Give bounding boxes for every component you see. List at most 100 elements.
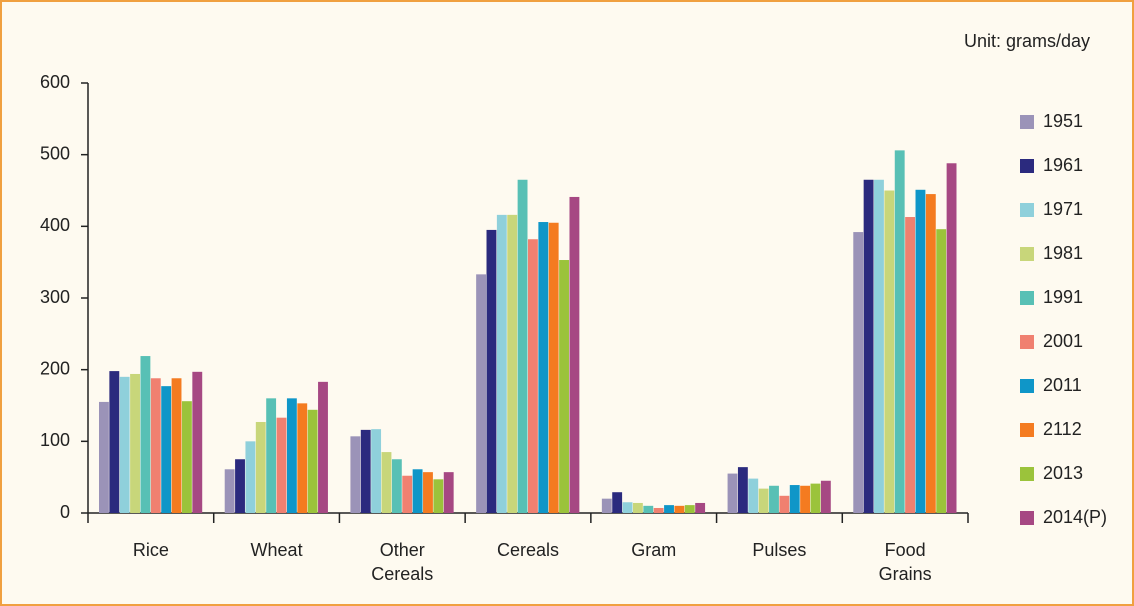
bar — [810, 483, 821, 513]
x-tick-label: Pulses — [752, 540, 807, 560]
bar — [109, 371, 120, 513]
bar — [150, 378, 161, 513]
bar — [517, 179, 528, 513]
y-tick-label: 300 — [40, 287, 70, 307]
bar — [538, 222, 549, 514]
bar — [874, 179, 884, 513]
legend-label: 2001 — [1043, 331, 1083, 351]
bar — [863, 179, 874, 513]
y-tick-label: 500 — [40, 143, 70, 163]
bar — [789, 485, 800, 513]
bar — [601, 498, 612, 513]
bar — [255, 421, 266, 513]
legend-label: 1971 — [1043, 199, 1083, 219]
legend-label: 1991 — [1043, 287, 1083, 307]
bar — [548, 222, 559, 513]
bar — [171, 378, 182, 513]
bar — [612, 492, 623, 513]
y-tick-label: 100 — [40, 430, 70, 450]
legend-label: 2013 — [1043, 463, 1083, 483]
bar — [853, 232, 864, 514]
bar — [737, 467, 748, 513]
bar — [779, 495, 790, 513]
bar — [528, 239, 538, 513]
bar — [318, 381, 328, 513]
bar — [276, 417, 287, 513]
legend-swatch — [1020, 115, 1034, 129]
bar — [140, 356, 151, 513]
legend-swatch — [1020, 511, 1034, 525]
legend-label: 2011 — [1043, 375, 1082, 395]
bar — [664, 505, 674, 513]
bar — [905, 217, 916, 513]
bar — [486, 229, 497, 513]
x-tick-label: Cereals — [496, 540, 560, 560]
legend-label: 1981 — [1043, 243, 1083, 263]
bar — [915, 189, 926, 514]
bar — [130, 373, 140, 513]
legend-swatch — [1020, 335, 1034, 349]
bar — [476, 274, 487, 513]
legend-swatch — [1020, 247, 1034, 261]
legend-swatch — [1020, 159, 1034, 173]
legend-swatch — [1020, 423, 1034, 437]
bar — [423, 472, 433, 513]
bar — [412, 469, 423, 513]
bar — [946, 163, 957, 513]
bar — [559, 260, 569, 513]
bar — [119, 376, 130, 513]
bar — [297, 403, 308, 513]
x-tick-label: Food Grains — [878, 540, 932, 584]
legend-swatch — [1020, 291, 1034, 305]
bar — [653, 507, 664, 513]
bar — [224, 469, 235, 513]
x-tick-label: Rice — [132, 540, 169, 560]
bar — [245, 441, 256, 513]
bar — [674, 505, 685, 513]
legend-label: 2112 — [1043, 419, 1082, 439]
bar — [936, 229, 947, 513]
x-tick-label: Wheat — [250, 540, 303, 560]
bar — [181, 401, 192, 513]
bar — [99, 401, 109, 513]
y-tick-label: 0 — [60, 502, 70, 522]
bar — [496, 214, 507, 513]
bar — [684, 505, 695, 513]
bar — [266, 398, 277, 513]
y-tick-label: 600 — [40, 72, 70, 92]
bar — [748, 478, 759, 513]
bar — [800, 485, 811, 513]
bar — [695, 502, 706, 513]
bar — [371, 429, 382, 513]
bar — [235, 459, 245, 513]
legend-swatch — [1020, 379, 1034, 393]
bar — [443, 472, 454, 513]
bar — [894, 150, 905, 513]
legend-label: 2014(P) — [1043, 507, 1107, 527]
bar — [632, 502, 643, 513]
legend-label: 1961 — [1043, 155, 1083, 175]
bar — [758, 488, 769, 513]
bar — [769, 485, 779, 513]
bar — [391, 459, 402, 513]
bar — [402, 475, 413, 513]
legend-swatch — [1020, 467, 1034, 481]
legend-swatch — [1020, 203, 1034, 217]
bar — [360, 429, 371, 513]
x-tick-label: Other Cereals — [371, 540, 434, 584]
bar — [507, 214, 518, 513]
bar — [307, 409, 318, 513]
bar — [569, 196, 580, 513]
bar — [161, 386, 172, 513]
unit-label: Unit: grams/day — [964, 31, 1090, 51]
legend-label: 1951 — [1043, 111, 1083, 131]
bar — [925, 194, 936, 514]
y-tick-label: 400 — [40, 215, 70, 235]
bar — [622, 502, 633, 513]
x-tick-label: Gram — [631, 540, 677, 560]
bar — [820, 480, 831, 513]
y-tick-label: 200 — [40, 358, 70, 378]
bar — [433, 479, 444, 513]
